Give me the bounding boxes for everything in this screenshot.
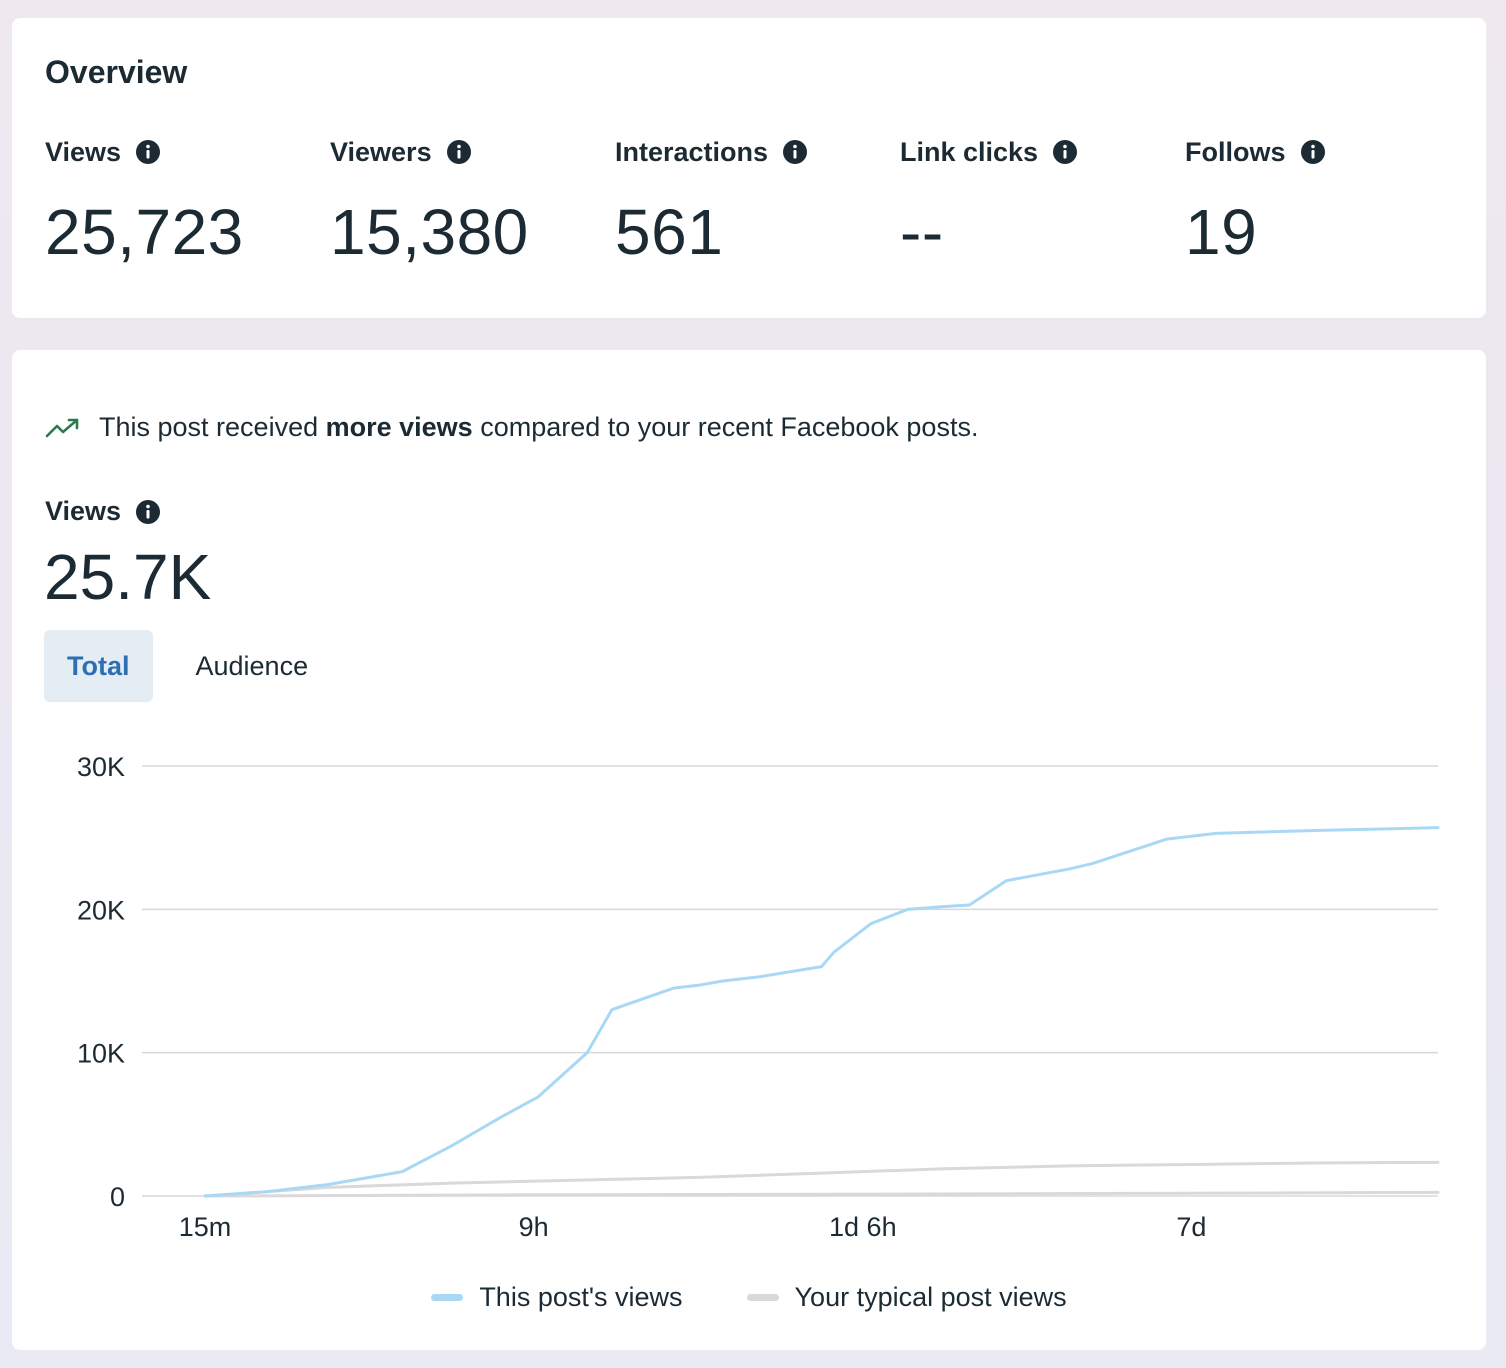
- metric-label: Views: [45, 136, 122, 167]
- legend-swatch: [431, 1294, 464, 1301]
- info-icon[interactable]: [446, 139, 472, 165]
- y-tick-label: 30K: [77, 752, 125, 782]
- info-icon[interactable]: [135, 499, 161, 525]
- view-tabs: Total Audience: [44, 630, 331, 702]
- overview-card: Overview Views 25,723 Viewers 15,380 Int…: [12, 18, 1486, 318]
- metric-views: Views 25,723: [45, 135, 330, 269]
- series-line-typical: [203, 1190, 1440, 1198]
- metric-viewers: Viewers 15,380: [330, 135, 615, 269]
- metric-interactions: Interactions 561: [615, 135, 900, 269]
- legend-item-this-post[interactable]: This post's views: [431, 1282, 683, 1313]
- x-tick-label: 7d: [1176, 1212, 1206, 1242]
- metric-value: 19: [1185, 196, 1258, 268]
- metric-label: Link clicks: [900, 136, 1039, 167]
- legend-item-typical[interactable]: Your typical post views: [746, 1282, 1067, 1313]
- info-icon[interactable]: [1052, 139, 1078, 165]
- legend-label: Your typical post views: [794, 1282, 1067, 1312]
- y-tick-label: 10K: [77, 1039, 125, 1069]
- metric-value: 25,723: [45, 196, 244, 268]
- series-line-typical: [203, 1160, 1440, 1198]
- metric-value: 561: [615, 196, 724, 268]
- metric-label: Viewers: [330, 136, 432, 167]
- metric-value: 15,380: [330, 196, 529, 268]
- insight-suffix: compared to your recent Facebook posts.: [472, 412, 979, 442]
- overview-title: Overview: [45, 54, 188, 90]
- metric-link-clicks: Link clicks --: [900, 135, 1185, 269]
- series-line-this-post: [203, 826, 1440, 1198]
- metric-value: --: [900, 196, 944, 268]
- legend-label: This post's views: [479, 1282, 683, 1312]
- y-tick-label: 20K: [77, 895, 125, 925]
- x-tick-label: 15m: [179, 1212, 232, 1242]
- info-icon[interactable]: [782, 139, 808, 165]
- y-tick-label: 0: [110, 1182, 125, 1212]
- views-label: Views: [45, 496, 161, 527]
- x-tick-label: 9h: [519, 1212, 549, 1242]
- metric-label: Interactions: [615, 136, 769, 167]
- metric-follows: Follows 19: [1185, 135, 1470, 269]
- tab-total[interactable]: Total: [44, 630, 153, 702]
- views-total-value: 25.7K: [44, 541, 212, 613]
- info-icon[interactable]: [1300, 139, 1326, 165]
- views-label-text: Views: [45, 496, 122, 526]
- metric-label: Follows: [1185, 136, 1286, 167]
- tab-audience[interactable]: Audience: [195, 650, 309, 681]
- trending-up-icon: [45, 418, 79, 437]
- insight-text: This post received more views compared t…: [99, 412, 978, 443]
- views-card: This post received more views compared t…: [12, 350, 1486, 1350]
- insight-message: This post received more views compared t…: [45, 412, 978, 443]
- insight-prefix: This post received: [99, 412, 326, 442]
- chart-legend: This post's views Your typical post view…: [12, 1282, 1486, 1313]
- insight-highlight: more views: [325, 412, 473, 442]
- x-tick-label: 1d 6h: [829, 1212, 897, 1242]
- views-line-chart: 0 10K 20K 30K 15m 9h 1d 6h 7d: [77, 752, 1440, 1242]
- info-icon[interactable]: [135, 139, 161, 165]
- legend-swatch: [746, 1294, 779, 1301]
